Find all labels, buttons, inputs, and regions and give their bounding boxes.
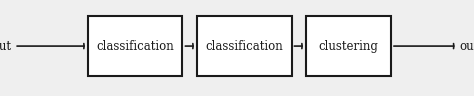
Bar: [88, 16, 182, 76]
Text: clustering: clustering: [319, 40, 378, 53]
Text: input: input: [0, 40, 12, 53]
Text: output: output: [460, 40, 474, 53]
Text: classification: classification: [205, 40, 283, 53]
Text: classification: classification: [96, 40, 174, 53]
Bar: [197, 16, 292, 76]
Bar: [306, 16, 391, 76]
